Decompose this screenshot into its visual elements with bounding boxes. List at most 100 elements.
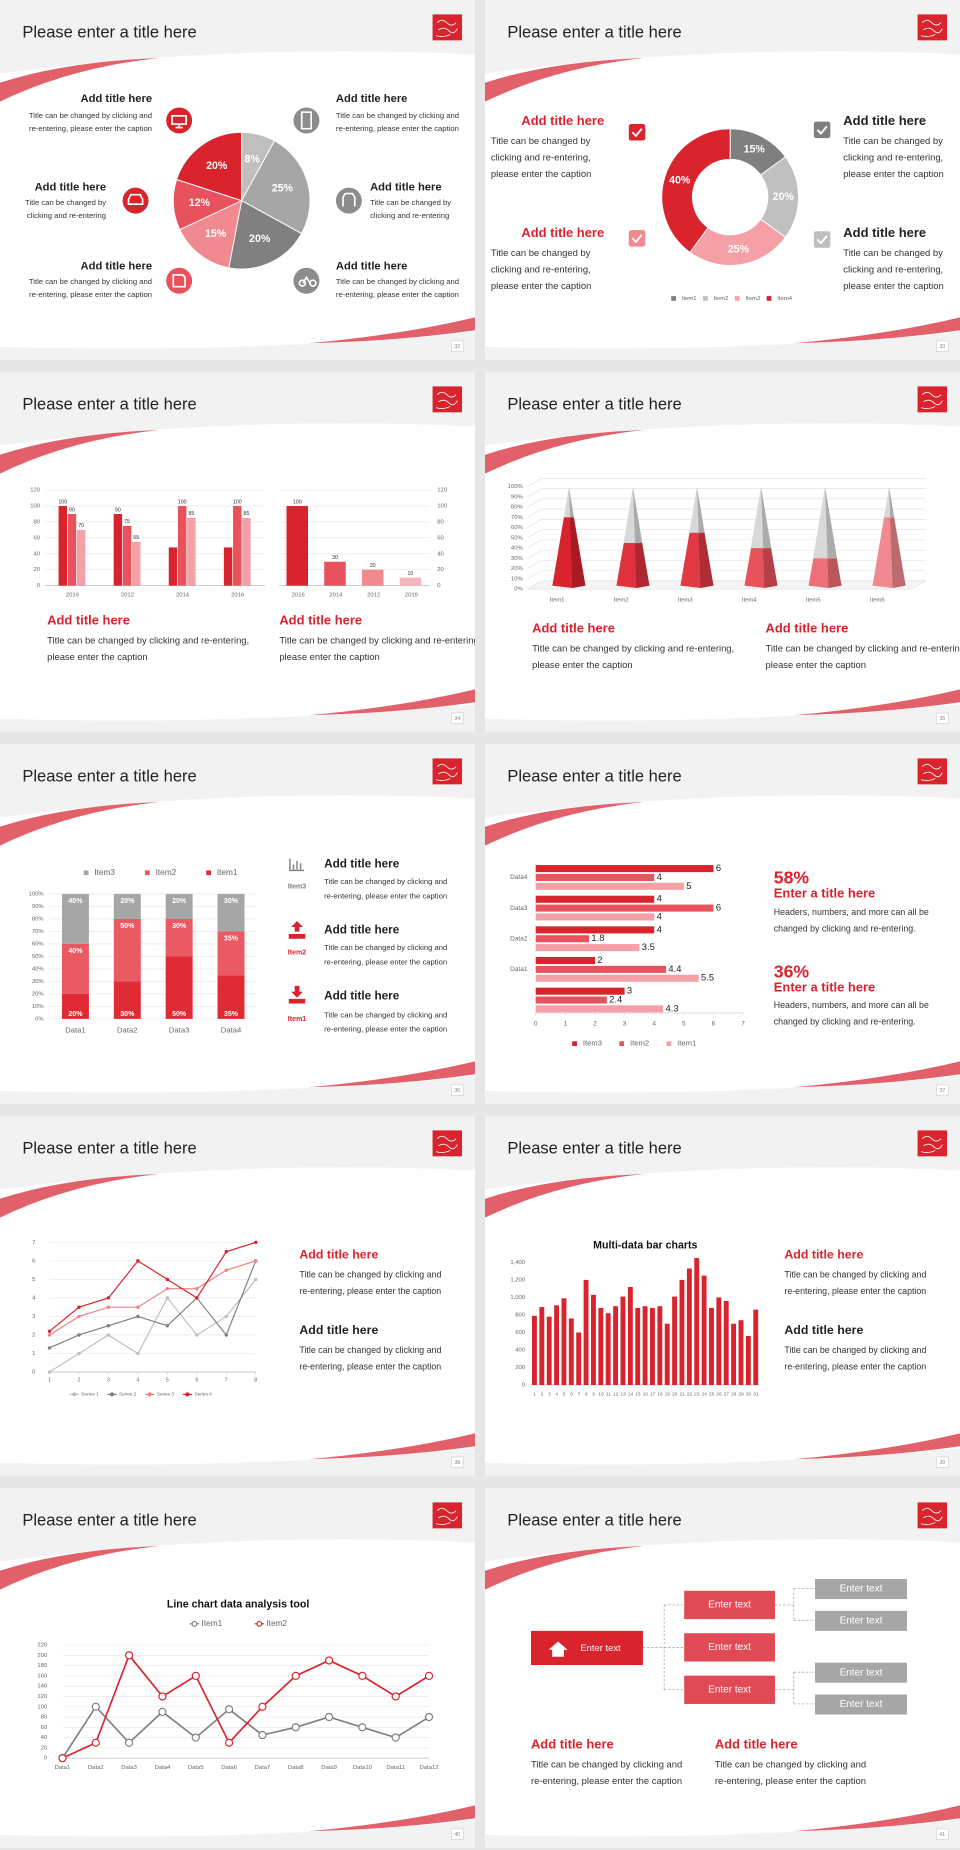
block-title: Add title here <box>532 621 615 636</box>
block-caption: please enter the caption <box>491 168 591 179</box>
block-title: Add title here <box>715 1737 798 1752</box>
data-label: 35% <box>224 935 239 942</box>
point <box>254 1277 258 1282</box>
page-number: 41 <box>939 1832 945 1838</box>
y-tick-label: 5 <box>32 1277 36 1283</box>
bar <box>686 1268 692 1385</box>
block-caption: Title can be changed by <box>370 198 451 207</box>
block-title: Add title here <box>521 225 604 240</box>
y-tick-label: 70% <box>511 515 524 521</box>
logo-mark <box>920 391 943 409</box>
grid-line <box>527 529 926 539</box>
bar <box>635 1307 641 1385</box>
grid-line <box>527 560 926 569</box>
chart: 15% 20% 25% 40% Item1 Item2 Item3 Item4 <box>661 128 799 302</box>
y-tick-label: 80% <box>511 505 524 511</box>
data-label: 4 <box>657 893 662 904</box>
block-caption: Title can be changed by clicking and <box>531 1759 682 1770</box>
x-tick-label: 24 <box>702 1392 708 1397</box>
x-tick-label: Data6 <box>221 1765 237 1771</box>
logo-mark <box>920 763 943 781</box>
y-tick-label: 4 <box>32 1295 36 1301</box>
grid-line <box>527 488 926 498</box>
block-caption: re-entering, please enter the caption <box>531 1775 682 1786</box>
icon-glyph <box>172 274 186 288</box>
x-tick-label: 18 <box>657 1392 663 1397</box>
block-title: Enter a title here <box>774 980 876 995</box>
x-tick-label: 27 <box>724 1392 730 1397</box>
bar <box>535 926 655 934</box>
page-number: 39 <box>939 1460 945 1466</box>
cone-fill <box>552 517 586 588</box>
block-caption: Title can be changed by clicking and <box>299 1345 441 1355</box>
floor <box>526 580 927 590</box>
y-tick-label: 60 <box>41 1725 48 1731</box>
point <box>77 1305 81 1309</box>
x-tick-label: 3 <box>107 1378 110 1384</box>
chart-title: Line chart data analysis tool <box>167 1599 310 1611</box>
bar <box>361 569 384 586</box>
icon <box>122 187 149 214</box>
y-tick-label: 0% <box>35 1016 44 1022</box>
block-caption: Title can be changed by <box>491 135 591 146</box>
data-label: 100 <box>58 499 67 505</box>
page-number: 32 <box>454 344 460 350</box>
y-tick-label: 140 <box>37 1684 48 1690</box>
data-label: 85 <box>188 511 194 517</box>
home-icon <box>548 1641 568 1657</box>
y-tick-label: 180 <box>37 1663 48 1669</box>
point <box>106 1333 111 1337</box>
y-tick-label: 40 <box>41 1735 48 1741</box>
block-caption: clicking and re-entering <box>370 211 449 220</box>
block-caption: re-entering, please enter the caption <box>324 1025 447 1034</box>
x-tick-label: 3 <box>548 1392 551 1397</box>
data-label: 2 <box>597 954 602 965</box>
branch-label: Enter text <box>708 1600 751 1611</box>
x-tick-label: 12 <box>613 1392 619 1397</box>
slide-title: Please enter a title here <box>507 1512 681 1530</box>
y-tick-label: 90% <box>32 904 45 910</box>
y-tick-label: 120 <box>30 488 41 494</box>
point <box>258 1702 267 1711</box>
y-tick-label: 20 <box>41 1745 48 1751</box>
legend-label: Item2 <box>156 868 177 877</box>
x-tick-label: 13 <box>621 1392 627 1397</box>
data-label: 20% <box>68 1011 83 1018</box>
logo <box>432 14 463 41</box>
data-label: 3 <box>627 985 632 996</box>
checkmark <box>631 128 643 138</box>
block-caption: Title can be changed by clicking and <box>336 277 459 286</box>
chart: 0% 10% 20% 30% 40% 50% 60% 70% 80% 90% 100% Item1 It… <box>508 478 927 603</box>
point <box>165 1286 170 1291</box>
y-tick-label: 50% <box>32 954 45 960</box>
swoosh-left <box>485 58 645 102</box>
block-title: Enter a title here <box>774 885 876 900</box>
y-tick-label: 800 <box>515 1313 526 1319</box>
data-label: 4 <box>657 910 662 921</box>
page-box <box>451 1456 464 1468</box>
swoosh-right <box>793 1433 960 1460</box>
swoosh-right <box>308 317 475 344</box>
x-tick-label: 7 <box>578 1392 581 1397</box>
bar <box>627 1286 633 1385</box>
page-box <box>451 1828 464 1840</box>
block-title: Add title here <box>324 924 400 937</box>
chart: 0204060801001202019100907020129075552014… <box>30 488 266 599</box>
block-caption: clicking and re-entering, <box>843 152 943 163</box>
grid-line <box>527 539 926 549</box>
page-number: 34 <box>454 716 460 722</box>
block-caption: Title can be changed by clicking and <box>324 1010 447 1019</box>
data-label: 30 <box>332 555 338 561</box>
y-tick-label: 100 <box>37 1704 48 1710</box>
icon-glyph <box>298 275 317 287</box>
y-tick-label: 70% <box>32 929 45 935</box>
block-caption: re-entering, please enter the caption <box>784 1362 926 1372</box>
cone-fill <box>680 532 714 588</box>
icon-glyph <box>300 111 312 130</box>
swoosh-left <box>485 802 645 846</box>
page-number: 40 <box>454 1832 460 1838</box>
page-box <box>936 1456 949 1468</box>
y-tick-label: 30% <box>511 556 524 562</box>
block-caption: Title can be changed by clicking and <box>715 1759 866 1770</box>
bar <box>731 1323 737 1385</box>
